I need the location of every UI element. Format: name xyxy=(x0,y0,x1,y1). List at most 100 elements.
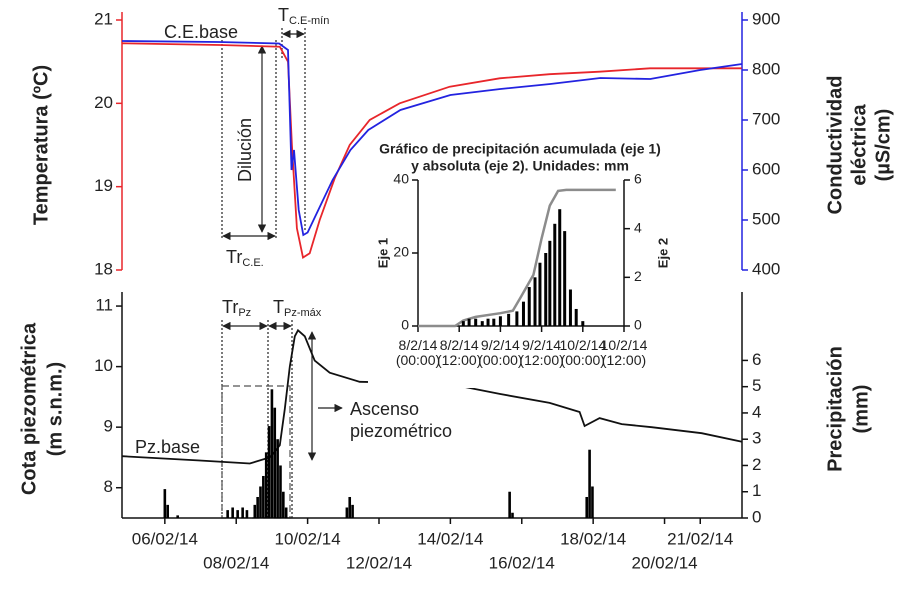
annotation-text: Tr xyxy=(222,297,238,317)
y2-tick-label: 500 xyxy=(752,209,780,228)
y-tick-label: 40 xyxy=(393,171,409,187)
y2-tick-label: 3 xyxy=(752,429,761,448)
precip-bar xyxy=(480,321,484,326)
precip-bar xyxy=(563,231,567,326)
precip-bar xyxy=(461,321,465,326)
x-tick-label: 8/2/14 (00:00) xyxy=(396,337,440,368)
y-tick-label: 19 xyxy=(94,176,113,195)
y-axis-label: (m s.n.m.) xyxy=(44,362,66,456)
annotation-text: C.E.base xyxy=(164,22,238,42)
precip-bar xyxy=(588,449,591,518)
annotation-subscript: C.E-mín xyxy=(289,15,329,27)
y-tick-label: 18 xyxy=(94,259,113,278)
x-tick-label: 21/02/14 xyxy=(667,529,733,548)
precip-bar xyxy=(548,240,552,326)
precip-bar xyxy=(492,318,496,326)
precip-bar xyxy=(591,486,594,518)
y-axis-label: Temperatura (ºC) xyxy=(30,65,52,225)
y2-axis-label: (mm) xyxy=(850,385,872,434)
precip-bar xyxy=(282,491,285,518)
y2-tick-label: 6 xyxy=(634,171,642,187)
x-tick-label: 12/02/14 xyxy=(346,553,412,572)
y2-axis-label: Conductividad xyxy=(824,76,846,215)
y2-axis-label: Precipitación xyxy=(824,346,846,472)
precip-bar xyxy=(163,489,167,518)
annotation-subscript: Pz-máx xyxy=(284,307,322,319)
annotation: Ascenso piezométrico xyxy=(350,399,452,441)
annotation: Dilución xyxy=(235,118,255,182)
annotation: TrPz xyxy=(222,297,251,319)
y2-tick-label: 0 xyxy=(752,507,761,526)
y2-axis-label: (µS/cm) xyxy=(872,109,894,182)
precip-bar xyxy=(241,507,244,518)
annotation-text: Tr xyxy=(226,247,242,267)
precip-bar xyxy=(486,318,490,326)
precip-bar xyxy=(345,507,349,518)
annotation: TC.E-mín xyxy=(278,5,329,27)
annotation-text: Ascenso piezométrico xyxy=(350,399,452,441)
y2-tick-label: 4 xyxy=(752,402,761,421)
x-tick-label: 10/02/14 xyxy=(275,529,341,548)
precip-bar xyxy=(267,426,271,518)
precip-bar xyxy=(264,452,268,518)
precip-bar xyxy=(279,465,282,518)
precip-bar xyxy=(568,289,572,326)
y-tick-label: 10 xyxy=(94,356,113,375)
precip-bar xyxy=(245,510,249,518)
y-axis-label: Cota piezométrica xyxy=(18,322,40,495)
series-line xyxy=(418,188,616,328)
inset-title: y absoluta (eje 2). Unidades: mm xyxy=(411,158,629,174)
x-tick-label: 8/2/14 (12:00) xyxy=(437,337,481,368)
y2-axis-label: eléctrica xyxy=(848,104,870,186)
y-tick-label: 20 xyxy=(393,244,409,260)
x-tick-label: 18/02/14 xyxy=(560,529,626,548)
annotation-text: T xyxy=(278,5,289,25)
x-tick-label: 20/02/14 xyxy=(631,553,697,572)
precip-bar xyxy=(256,496,259,518)
panel: 18 19 20 21 400 500 600 700 800 900 Temperatura (º… xyxy=(30,5,894,279)
precip-bar xyxy=(511,512,514,518)
annotation-subscript: C.E. xyxy=(242,257,263,269)
precip-bar xyxy=(515,311,519,326)
annotation-text: Dilución xyxy=(235,118,255,182)
x-tick-label: 9/2/14 (12:00) xyxy=(519,337,563,368)
x-tick-label: 14/02/14 xyxy=(417,529,483,548)
y2-tick-label: 5 xyxy=(752,376,761,395)
precip-bar xyxy=(521,301,525,326)
x-tick-label: 16/02/14 xyxy=(489,553,555,572)
precip-bar xyxy=(553,223,557,326)
x-tick-label: 10/2/14 (00:00) xyxy=(559,337,606,368)
y-tick-label: 20 xyxy=(94,93,113,112)
y2-tick-label: 1 xyxy=(752,481,761,500)
precip-bar xyxy=(236,510,239,518)
precip-bar xyxy=(176,515,179,518)
inset-background xyxy=(368,132,674,388)
y2-tick-label: 800 xyxy=(752,59,780,78)
precip-bar xyxy=(581,321,585,326)
annotation-guides xyxy=(221,28,343,519)
precip-bar xyxy=(574,308,578,326)
precip-bar xyxy=(276,439,279,518)
annotation-text: T xyxy=(273,297,284,317)
precip-bar xyxy=(527,287,531,326)
y-tick-label: 8 xyxy=(104,477,113,496)
y-tick-label: 21 xyxy=(94,9,113,28)
precip-bar xyxy=(533,277,537,326)
y2-tick-label: 2 xyxy=(752,455,761,474)
precip-bar xyxy=(544,253,548,326)
annotation: C.E.base xyxy=(164,22,238,42)
y-tick-label: 9 xyxy=(104,417,113,436)
y2-tick-label: 4 xyxy=(634,219,642,235)
precip-bar xyxy=(474,318,478,326)
annotation-text: Pz.base xyxy=(135,437,200,457)
x-tick-label: 08/02/14 xyxy=(203,553,269,572)
y2-tick-label: 700 xyxy=(752,109,780,128)
precip-bar xyxy=(226,510,229,518)
y2-tick-label: 600 xyxy=(752,159,780,178)
precip-bar xyxy=(231,507,234,518)
precip-bar xyxy=(585,496,589,518)
annotation: TPz-máx xyxy=(273,297,322,319)
annotation: Pz.base xyxy=(135,437,200,457)
inset-title: Gráfico de precipitación acumulada (eje … xyxy=(379,141,661,157)
